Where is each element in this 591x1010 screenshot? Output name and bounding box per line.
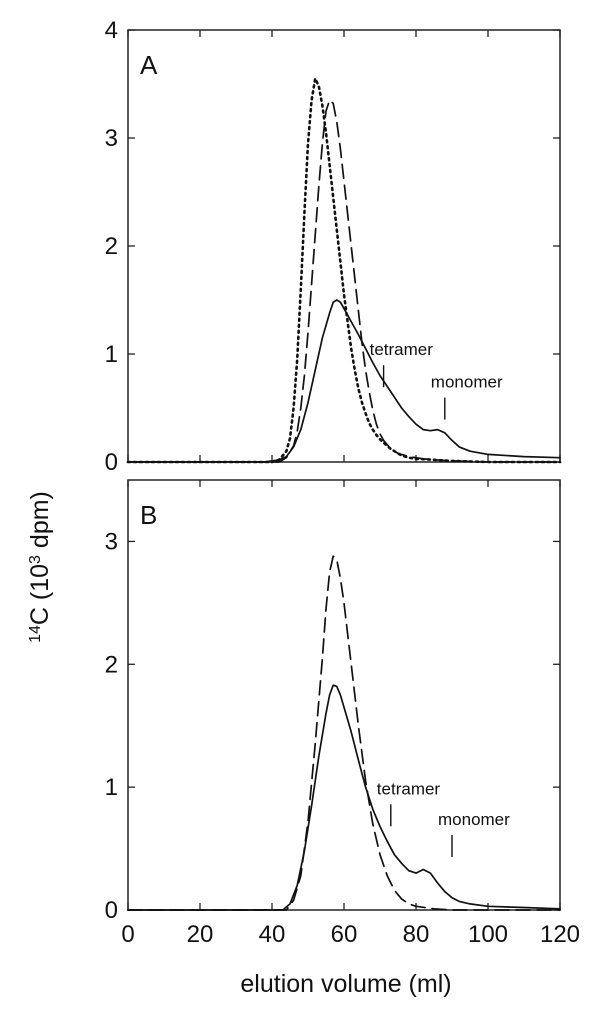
- x-axis-title: elution volume (ml): [240, 970, 451, 998]
- panel-frame: [127, 479, 561, 911]
- series-line-solid: [127, 299, 561, 463]
- y-tick-label: 2: [105, 651, 118, 678]
- y-axis-title-isotope: 14: [27, 625, 44, 643]
- x-tick-label: 0: [121, 921, 134, 948]
- panel-label: B: [140, 500, 157, 530]
- y-tick-label: 1: [105, 774, 118, 801]
- x-axis-tick-labels: 0 20 40 60 80 100 120: [121, 921, 580, 948]
- x-tick-label: 100: [468, 921, 508, 948]
- annotation-label: tetramer: [370, 340, 434, 359]
- series-line-solid: [127, 684, 561, 911]
- y-tick-label: 4: [105, 17, 118, 44]
- y-tick-label: 3: [105, 528, 118, 555]
- panel-label: A: [140, 50, 158, 80]
- y-tick-label: 1: [105, 341, 118, 368]
- y-tick-label: 0: [105, 449, 118, 476]
- y-axis-title: 14C (103 dpm): [26, 491, 54, 643]
- panel-frame: [127, 29, 561, 463]
- series-line-dashed: [127, 99, 561, 463]
- y-axis-title-main: C (10: [26, 564, 54, 625]
- annotation-label: monomer: [431, 373, 503, 392]
- series-line-dashed: [127, 555, 561, 911]
- x-tick-label: 60: [331, 921, 358, 948]
- y-tick-label: 0: [105, 897, 118, 924]
- annotation-label: monomer: [438, 810, 510, 829]
- y-axis-title-tail: dpm): [26, 491, 54, 555]
- y-tick-label: 3: [105, 125, 118, 152]
- y-tick-label: 2: [105, 233, 118, 260]
- annotation-label: tetramer: [377, 779, 441, 798]
- y-axis-title-exponent: 3: [27, 555, 44, 564]
- x-tick-label: 40: [259, 921, 286, 948]
- x-tick-label: 120: [540, 921, 580, 948]
- x-tick-label: 20: [187, 921, 214, 948]
- series-line-dotted: [126, 77, 562, 464]
- x-tick-label: 80: [403, 921, 430, 948]
